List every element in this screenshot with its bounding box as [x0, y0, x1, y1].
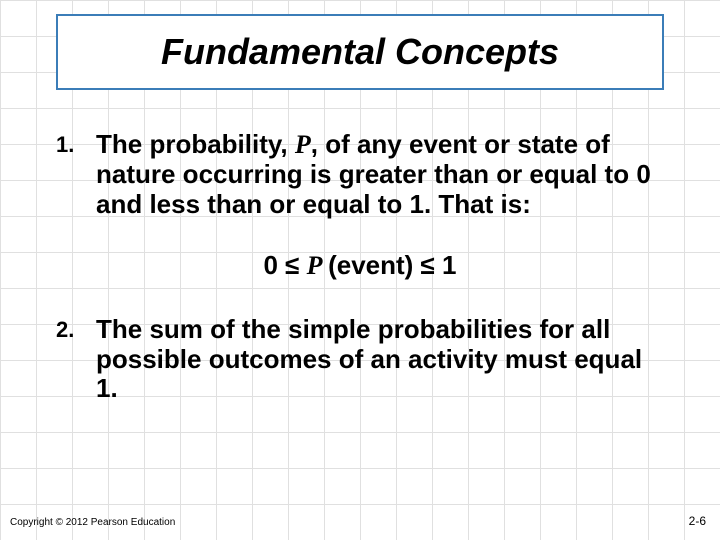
title-box: Fundamental Concepts: [56, 14, 664, 90]
content-area: 1. The probability, P, of any event or s…: [56, 130, 664, 424]
formula-rhs: 1: [442, 250, 456, 280]
formula-p: P: [307, 251, 328, 280]
formula-lhs: 0: [263, 250, 285, 280]
list-item-2: 2. The sum of the simple probabilities f…: [56, 315, 664, 405]
list-number: 2.: [56, 315, 96, 343]
formula-le2: ≤: [421, 250, 443, 280]
slide-title: Fundamental Concepts: [161, 31, 559, 73]
page-number: 2-6: [689, 514, 706, 528]
text-before: The probability,: [96, 129, 295, 159]
italic-p: P: [295, 130, 311, 159]
list-number: 1.: [56, 130, 96, 158]
formula-le1: ≤: [285, 250, 307, 280]
formula: 0 ≤ P (event) ≤ 1: [56, 250, 664, 281]
list-body: The probability, P, of any event or stat…: [96, 130, 664, 220]
list-item-1: 1. The probability, P, of any event or s…: [56, 130, 664, 220]
list-body: The sum of the simple probabilities for …: [96, 315, 664, 405]
copyright: Copyright © 2012 Pearson Education: [10, 517, 175, 528]
formula-paren: (event): [328, 250, 420, 280]
